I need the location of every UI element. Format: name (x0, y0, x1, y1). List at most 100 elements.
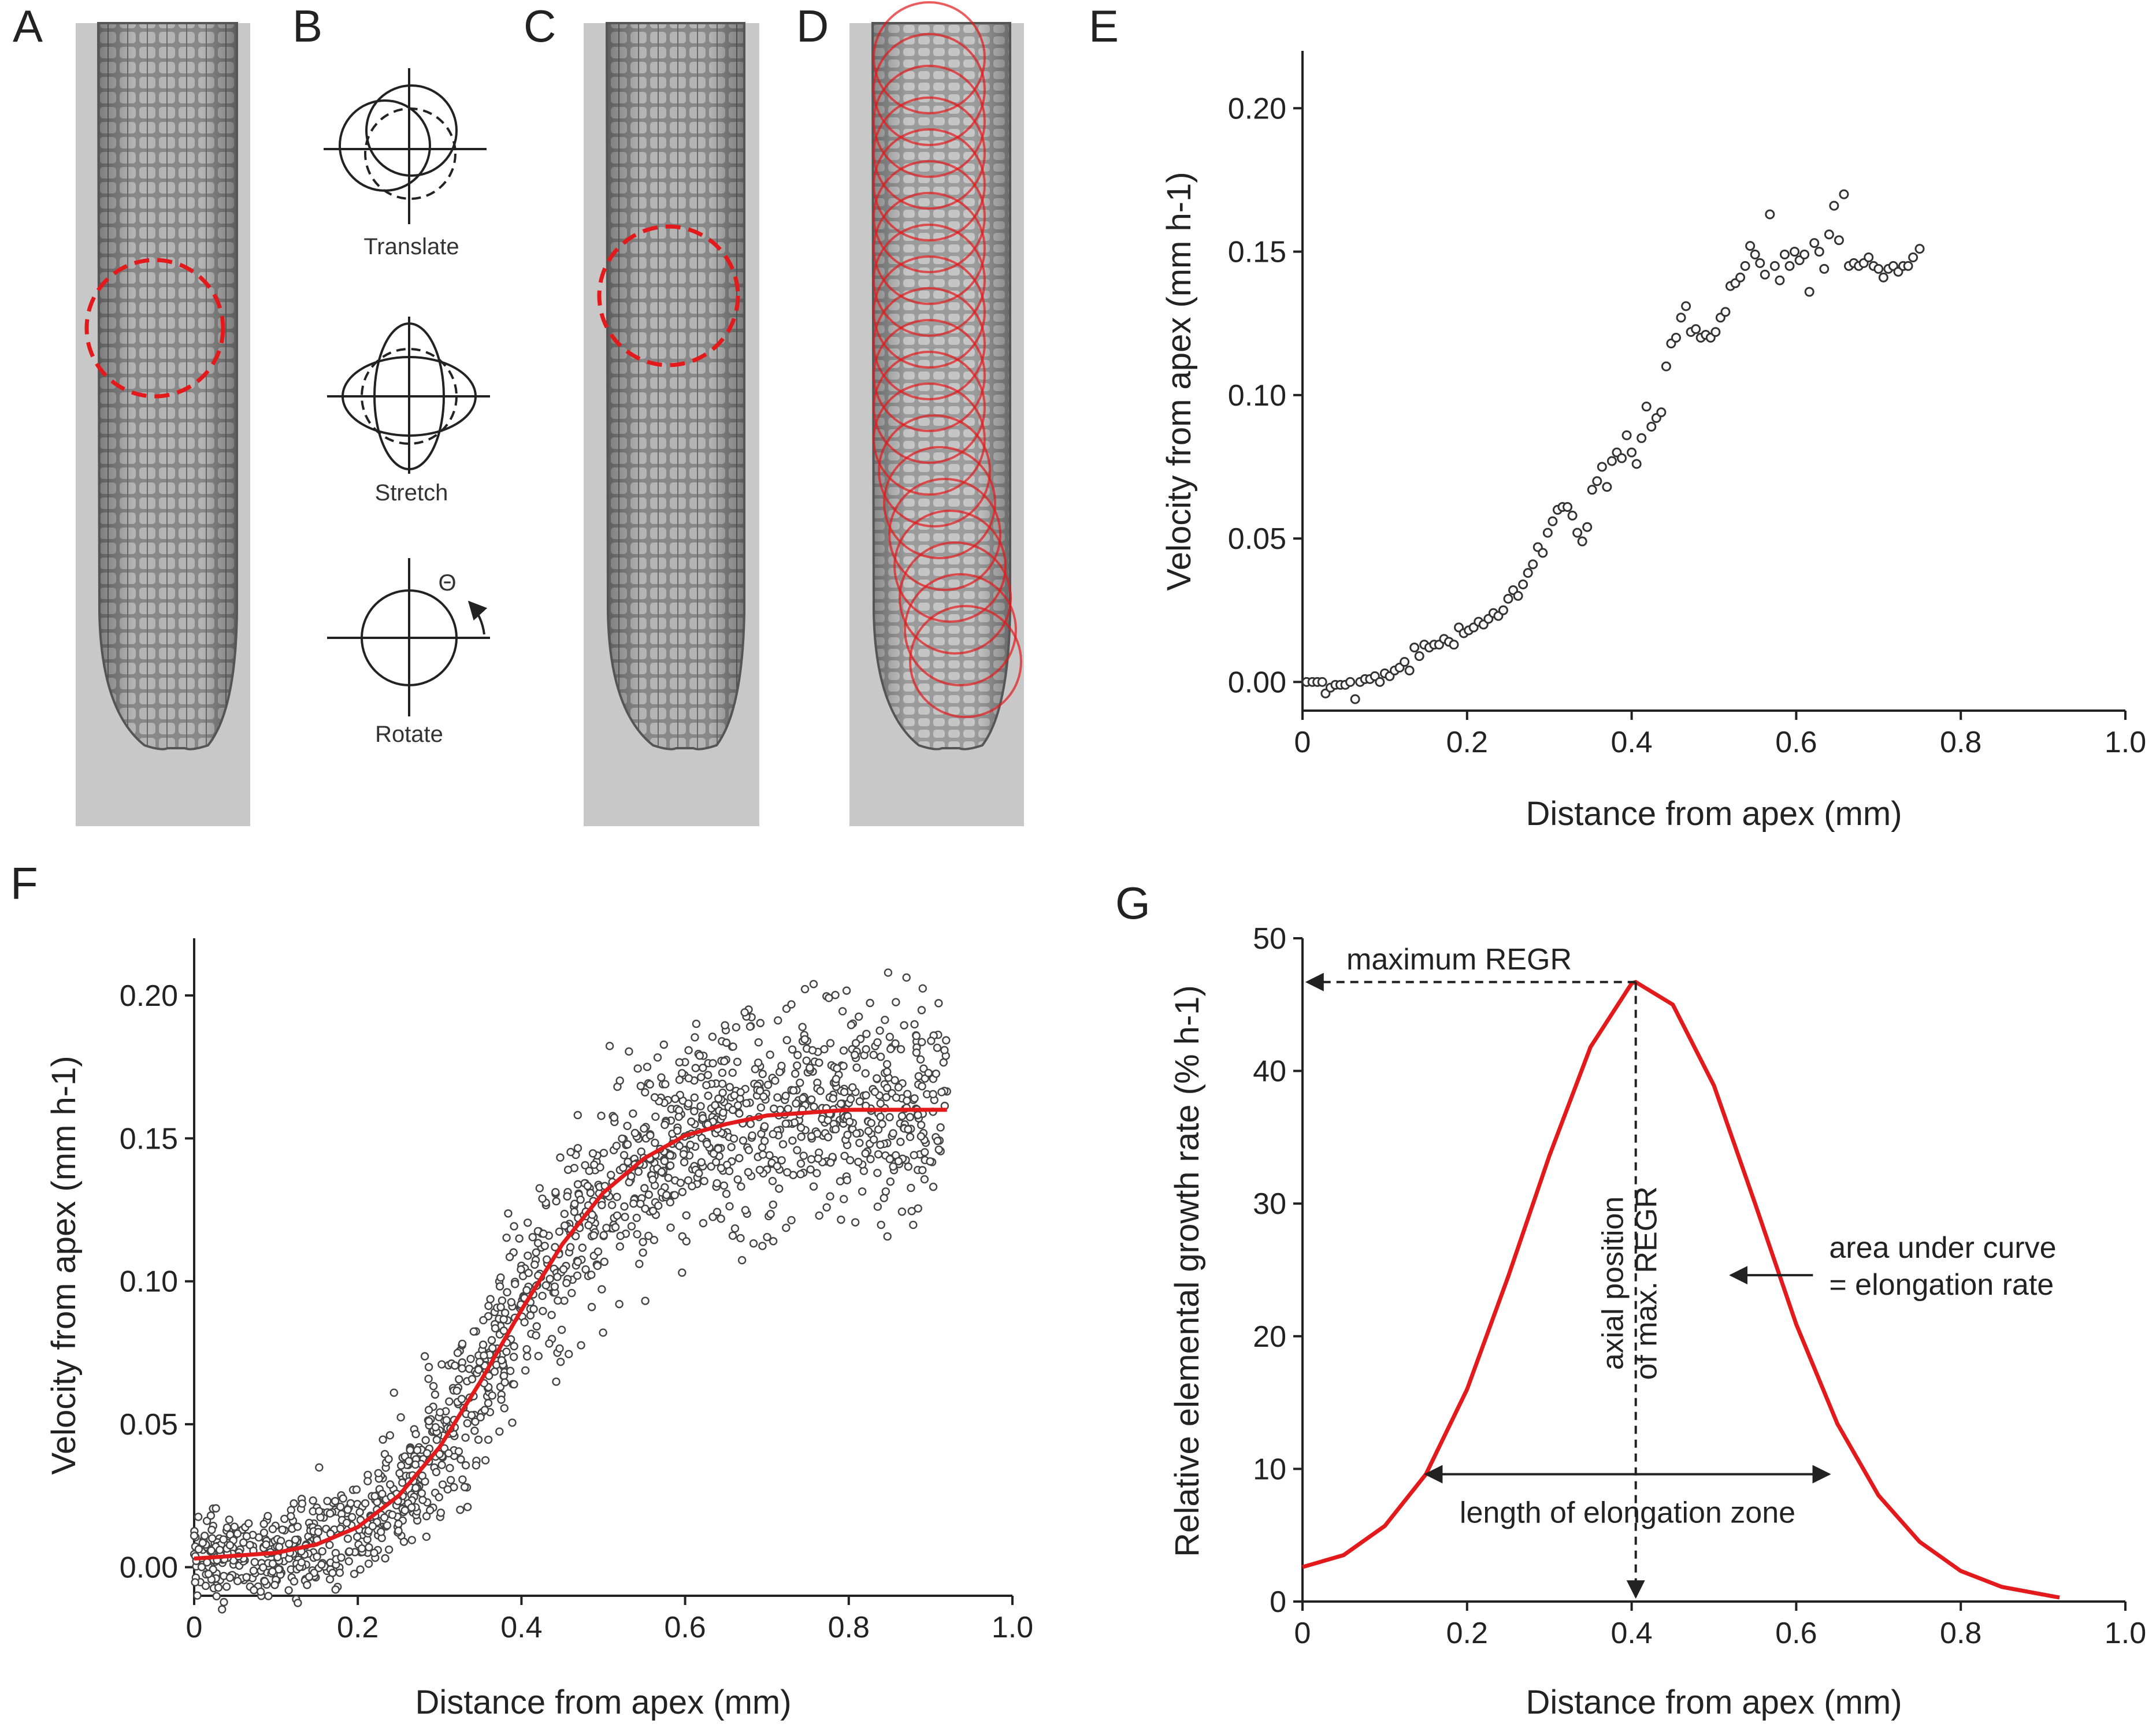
e-data-point (1597, 462, 1607, 472)
e-data-point (1799, 250, 1810, 260)
f-data-point (900, 1021, 908, 1030)
f-data-point (815, 1211, 823, 1220)
f-data-point (242, 1573, 251, 1582)
f-data-point (636, 1082, 645, 1090)
f-data-point (910, 1151, 918, 1160)
f-data-point (581, 1265, 590, 1274)
e-x-tick-label: 0.4 (1610, 726, 1652, 759)
f-data-point (432, 1467, 441, 1477)
f-data-point (365, 1543, 373, 1552)
f-data-point (220, 1597, 228, 1607)
e-data-point (1775, 275, 1785, 285)
tracking-circle (873, 65, 986, 178)
micrograph-c (584, 22, 759, 826)
f-data-point (259, 1519, 268, 1528)
f-data-point (335, 1568, 344, 1577)
f-data-point (317, 1560, 326, 1569)
f-data-point (207, 1546, 216, 1555)
f-data-point (394, 1526, 403, 1535)
f-data-point (593, 1247, 603, 1256)
f-data-point (565, 1350, 573, 1358)
f-data-point (207, 1525, 216, 1535)
panel-label-c: C (524, 1, 556, 51)
f-data-point (660, 1120, 669, 1130)
f-data-point (542, 1255, 551, 1264)
f-data-point (615, 1242, 625, 1251)
f-data-point (932, 1069, 941, 1078)
f-data-point (417, 1489, 426, 1498)
e-data-point (1577, 536, 1587, 547)
rotate-label: Rotate (375, 722, 443, 747)
e-data-point (1637, 433, 1647, 443)
f-x-tick-label: 1.0 (992, 1611, 1033, 1644)
f-data-point (798, 1023, 807, 1031)
f-data-point (867, 1119, 875, 1128)
e-data-point (1750, 250, 1760, 260)
f-data-point (877, 1220, 885, 1229)
tracking-circle (883, 446, 996, 559)
f-data-point (718, 1088, 727, 1097)
f-data-point (729, 1134, 739, 1143)
f-data-point (744, 1168, 753, 1177)
f-data-point (438, 1480, 447, 1489)
f-data-point (446, 1476, 455, 1484)
f-data-point (222, 1523, 232, 1532)
e-y-tick-label: 0.10 (1228, 379, 1286, 413)
f-data-point (563, 1192, 572, 1201)
f-data-point (479, 1316, 488, 1325)
e-y-tick-label: 0.05 (1228, 522, 1286, 556)
f-data-point (741, 1206, 750, 1214)
f-data-point (885, 1155, 895, 1164)
f-data-point (918, 1082, 926, 1091)
f-data-point (697, 1158, 706, 1166)
f-data-point (833, 1064, 841, 1073)
f-data-point (852, 1063, 861, 1072)
f-data-point (309, 1496, 317, 1505)
f-data-point (225, 1573, 235, 1582)
f-data-point (802, 1056, 811, 1065)
f-data-point (436, 1509, 446, 1517)
f-data-point (522, 1352, 532, 1361)
f-data-point (826, 1039, 835, 1047)
f-data-point (600, 1257, 608, 1266)
f-data-point (885, 1032, 894, 1041)
f-data-point (587, 1270, 596, 1279)
f-data-point (759, 1092, 768, 1101)
f-data-point (650, 1236, 659, 1244)
f-data-point (890, 1076, 899, 1084)
e-y-axis-title: Velocity from apex (mm h-1) (1160, 172, 1198, 590)
f-data-point (728, 1068, 737, 1077)
f-data-point (570, 1208, 579, 1216)
f-data-point (287, 1512, 295, 1521)
f-data-point (633, 1064, 642, 1073)
f-data-point (384, 1455, 393, 1463)
f-data-point (400, 1506, 409, 1515)
e-data-point (1587, 485, 1597, 495)
f-data-point (864, 1127, 873, 1135)
f-data-point (837, 1215, 845, 1224)
f-data-point (831, 1125, 840, 1134)
f-data-point (920, 1175, 929, 1184)
f-data-point (904, 1162, 913, 1171)
e-data-point (1829, 200, 1839, 211)
f-data-point (437, 1461, 446, 1469)
f-data-point (495, 1427, 504, 1436)
f-data-point (892, 1093, 901, 1102)
f-data-point (876, 1052, 885, 1061)
f-data-point (242, 1532, 251, 1541)
f-data-point (350, 1569, 359, 1578)
f-data-point (733, 1175, 742, 1184)
f-data-point (902, 973, 911, 982)
f-data-point (313, 1552, 321, 1561)
f-data-point (799, 1151, 808, 1160)
f-data-point (191, 1578, 199, 1587)
f-data-point (792, 1099, 800, 1108)
f-data-point (472, 1461, 481, 1470)
f-data-point (810, 1102, 818, 1111)
f-data-point (721, 1021, 729, 1030)
f-data-point (342, 1518, 351, 1528)
f-data-point (260, 1577, 269, 1586)
g-y-tick-label: 0 (1270, 1585, 1286, 1619)
f-data-point (800, 984, 810, 994)
f-data-point (881, 1016, 889, 1024)
